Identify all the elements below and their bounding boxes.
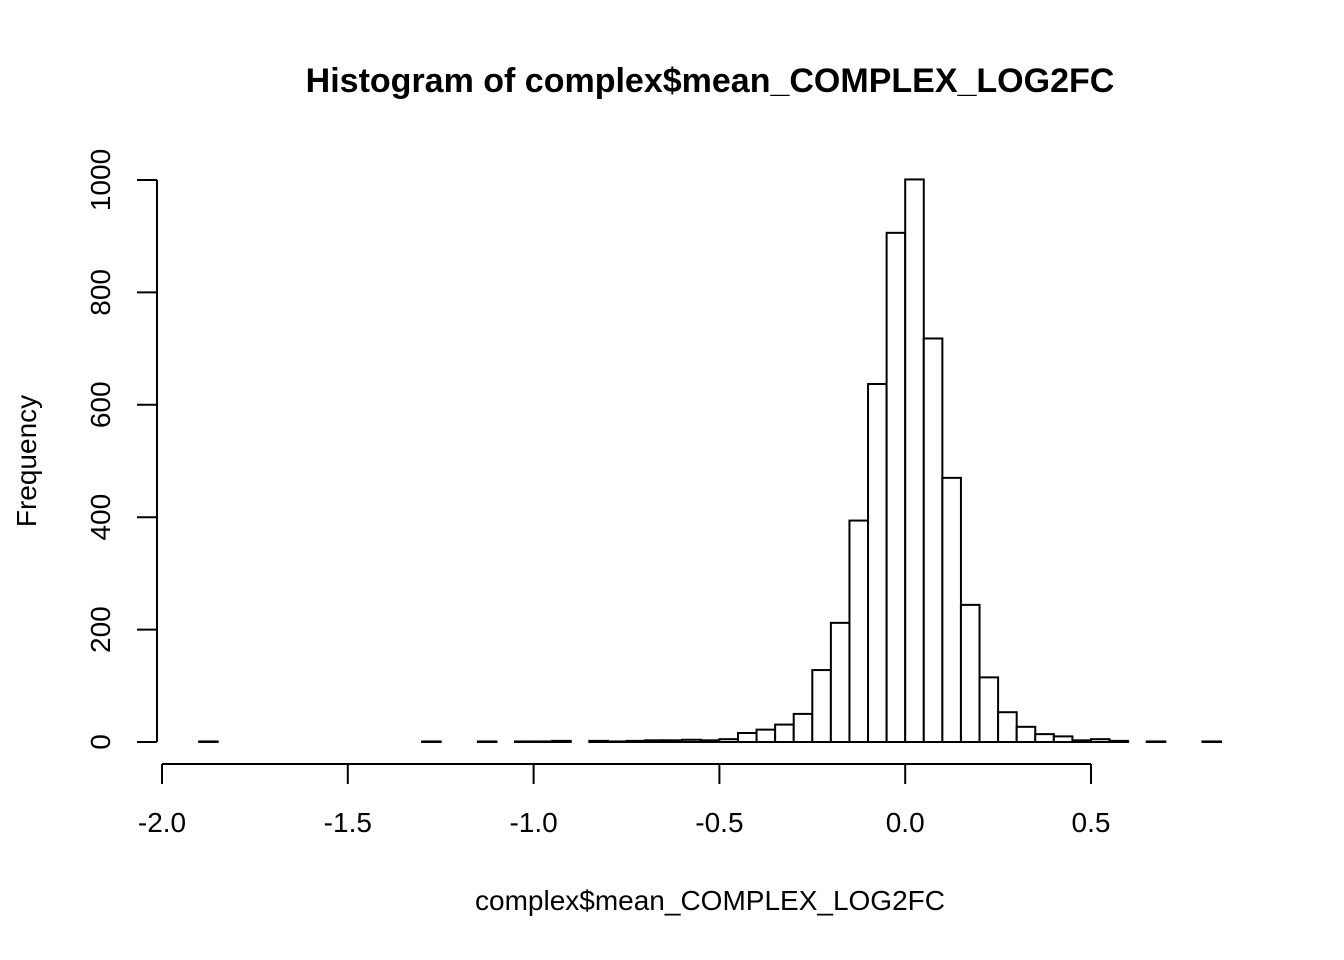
histogram-bar [1108, 739, 1130, 743]
histogram-bar [922, 337, 944, 743]
histogram-bar [1090, 738, 1111, 744]
histogram-bar [532, 740, 554, 743]
x-tick-label: 0.0 [886, 807, 925, 838]
histogram-bar [829, 621, 851, 744]
y-tick-label: 600 [85, 381, 116, 428]
histogram-bar [867, 383, 888, 743]
histogram-bar [978, 676, 1000, 743]
histogram-bar [514, 740, 535, 743]
histogram-bar [1145, 740, 1167, 743]
histogram-bar [606, 740, 628, 743]
histogram-bar [774, 723, 795, 744]
histogram-bar [997, 711, 1018, 743]
histogram-bar [792, 712, 814, 744]
histogram-bar [1071, 739, 1093, 744]
histogram-bars [198, 178, 1223, 744]
histogram-bar [662, 739, 684, 744]
y-axis: 0 200 400 600 800 1000 [85, 149, 158, 750]
histogram-bar [476, 740, 498, 743]
y-tick-label: 400 [85, 494, 116, 541]
histogram-bar [1201, 740, 1223, 743]
histogram-bar [681, 738, 702, 744]
y-tick-label: 200 [85, 606, 116, 653]
histogram-bar [718, 738, 739, 744]
histogram-bar [1052, 735, 1074, 744]
histogram-bar [736, 732, 758, 743]
histogram-bar [699, 739, 721, 744]
histogram-bar [811, 669, 832, 744]
histogram-bar [1015, 725, 1037, 743]
y-tick-label: 800 [85, 269, 116, 316]
histogram-bar [1034, 733, 1055, 744]
histogram-bar [959, 603, 981, 744]
x-tick-label: -1.5 [324, 807, 372, 838]
histogram-bar [755, 728, 777, 743]
x-axis-label: complex$mean_COMPLEX_LOG2FC [475, 885, 945, 916]
histogram-bar [551, 739, 572, 743]
y-axis-label: Frequency [11, 395, 42, 527]
histogram-bar [848, 519, 870, 744]
histogram-bar [644, 739, 665, 744]
x-tick-label: -2.0 [138, 807, 186, 838]
histogram-bar [885, 231, 907, 743]
x-axis: -2.0 -1.5 -1.0 -0.5 0.0 0.5 [138, 763, 1111, 838]
histogram-bar [421, 740, 442, 743]
histogram-bar [588, 739, 609, 743]
x-tick-label: 0.5 [1072, 807, 1111, 838]
x-tick-label: -1.0 [509, 807, 557, 838]
y-tick-label: 0 [85, 734, 116, 750]
chart-title: Histogram of complex$mean_COMPLEX_LOG2FC [306, 62, 1115, 100]
histogram-bar [904, 178, 925, 744]
histogram-bar [625, 739, 647, 743]
x-tick-label: -0.5 [695, 807, 743, 838]
histogram-bar [198, 740, 219, 743]
histogram-bar [941, 476, 962, 743]
y-tick-label: 1000 [85, 149, 116, 211]
